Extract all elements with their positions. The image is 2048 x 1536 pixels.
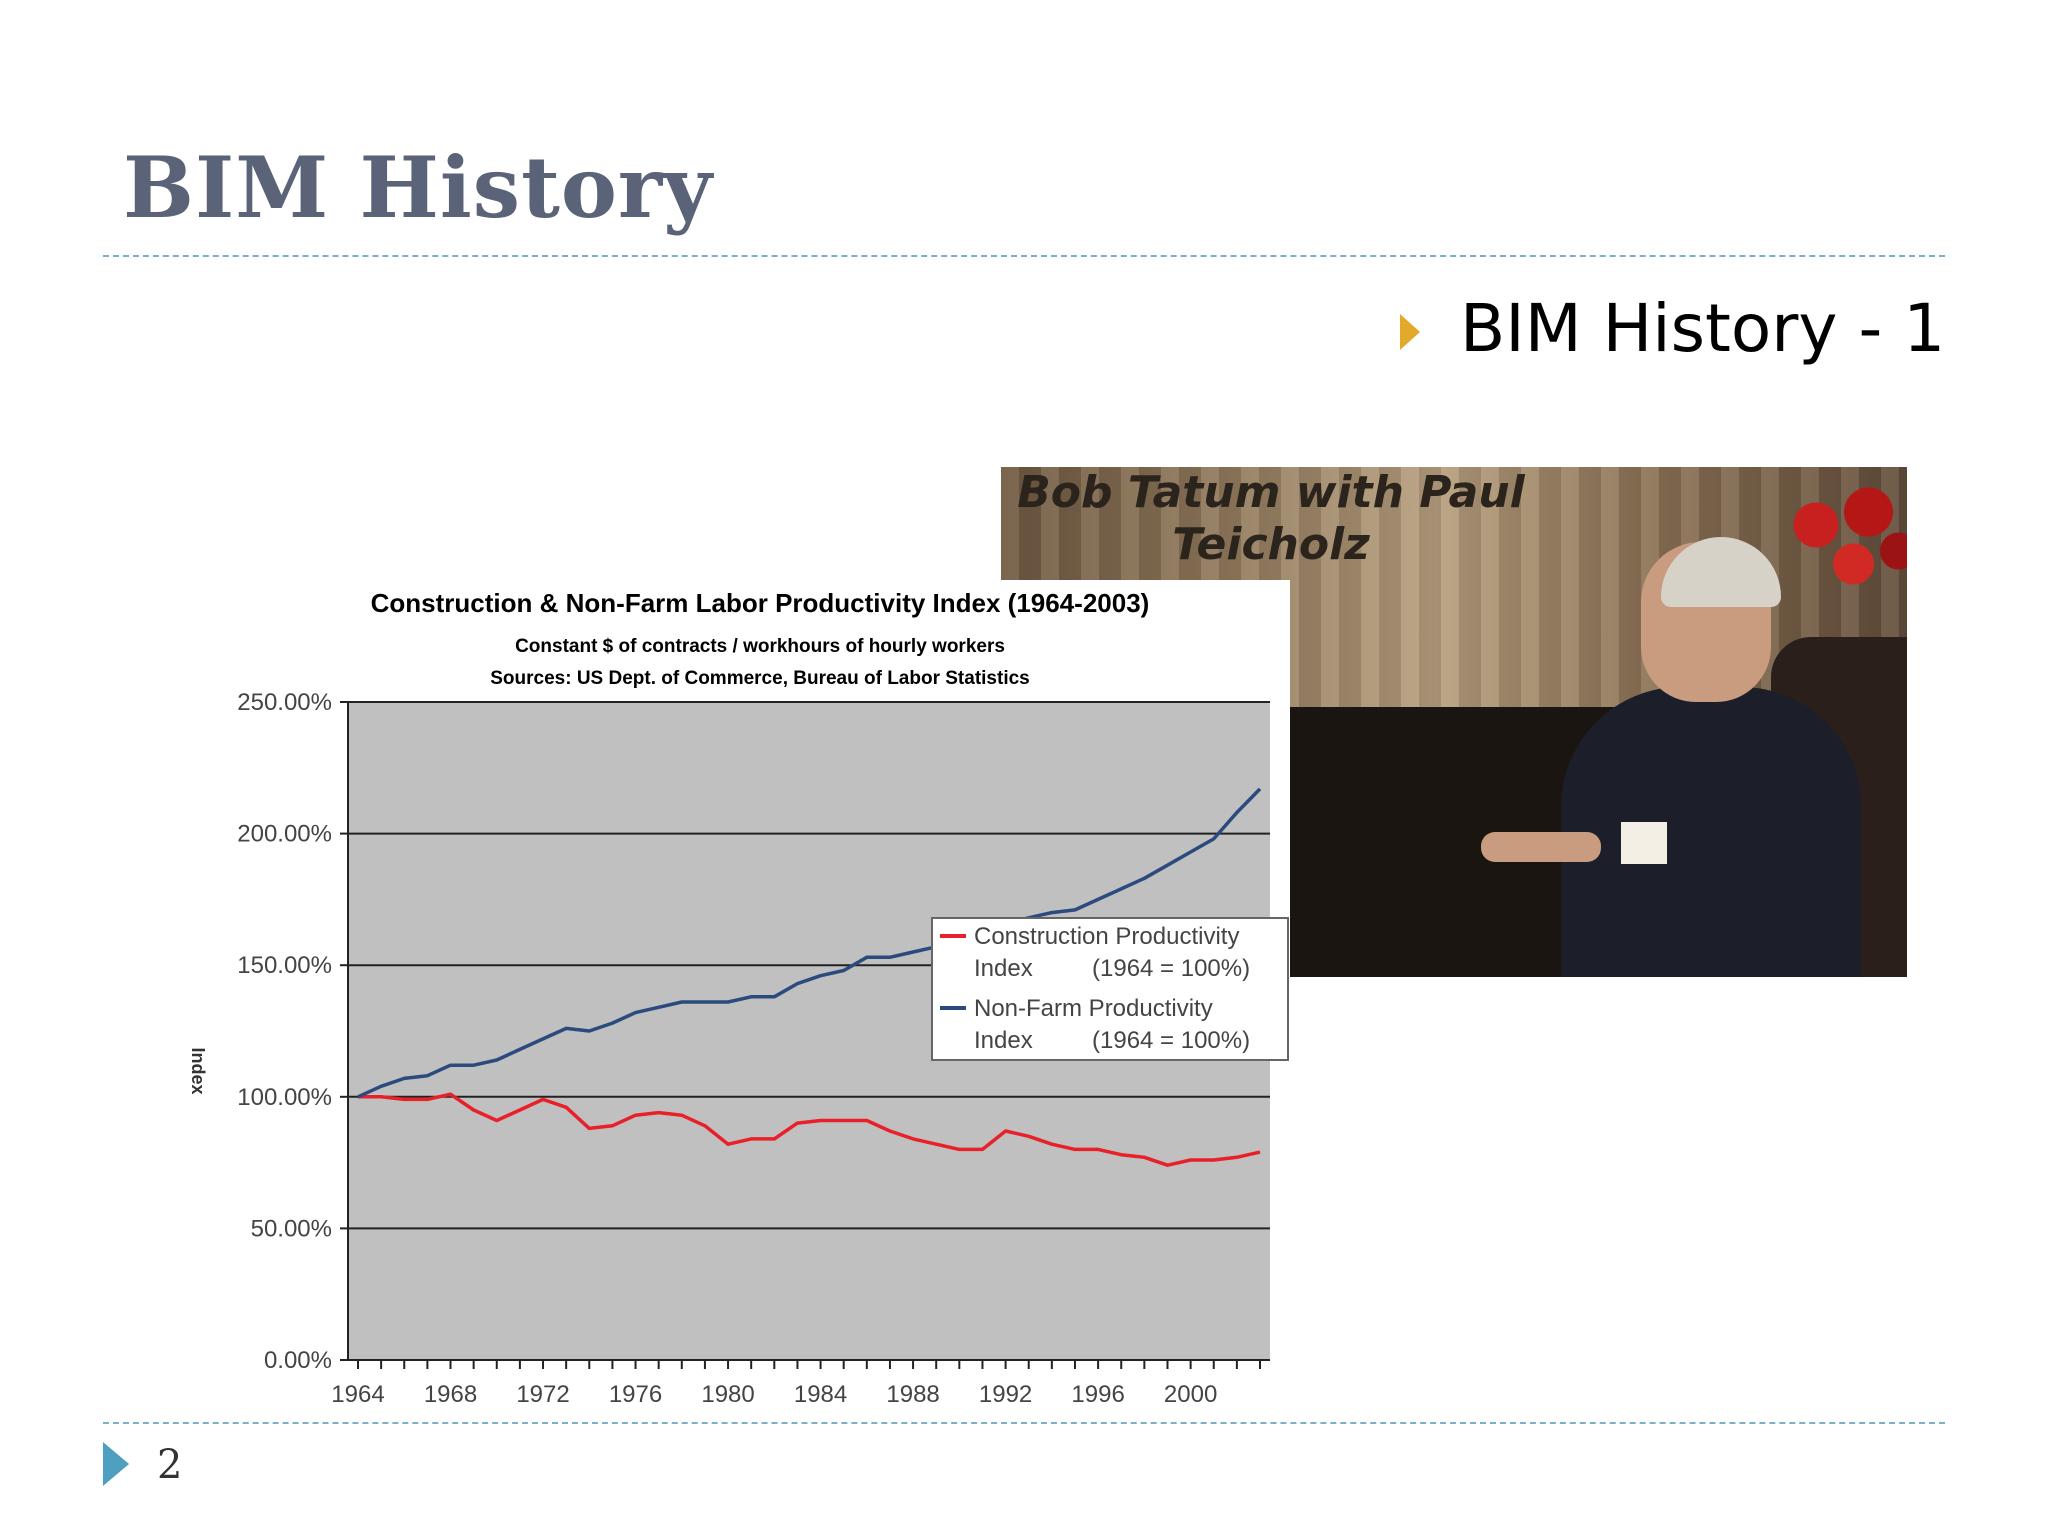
chart-subtitle-line1: Constant $ of contracts / workhours of h… [515, 636, 1005, 657]
bullet-item: BIM History - 1 [1400, 290, 1945, 367]
triangle-right-icon [1400, 313, 1420, 350]
x-tick-label: 1996 [1071, 1381, 1124, 1408]
legend-label-index: Index [974, 1027, 1033, 1054]
legend-label-line1: Non-Farm Productivity [974, 995, 1213, 1022]
legend-label-line1: Construction Productivity [974, 923, 1239, 950]
photo-hand [1481, 832, 1601, 862]
chart-legend [931, 917, 1289, 1061]
triangle-right-icon [103, 1442, 129, 1486]
bullet-text: BIM History - 1 [1460, 290, 1946, 367]
legend-label-index: Index [974, 955, 1033, 982]
x-tick-label: 2000 [1164, 1381, 1217, 1408]
construction-productivity-line [358, 1092, 1261, 1167]
y-tick-label: 50.00% [251, 1215, 332, 1242]
photo-flowers [1771, 473, 1907, 603]
y-tick-label: 250.00% [237, 689, 332, 716]
chart-subtitle-line2: Sources: US Dept. of Commerce, Bureau of… [490, 668, 1030, 689]
top-divider [103, 255, 1945, 257]
productivity-line-chart: Construction & Non-Farm Labor Productivi… [188, 588, 1289, 1408]
photo-person-body [1561, 687, 1861, 977]
x-tick-label: 1964 [331, 1381, 384, 1408]
photo-caption-line2: Teicholz [1172, 519, 1370, 570]
photo-caption: Bob Tatum with Paul Teicholz [1001, 467, 1541, 571]
y-tick-label: 200.00% [237, 821, 332, 848]
legend-label-base: (1964 = 100%) [1092, 955, 1250, 982]
page-title: BIM History [123, 138, 713, 237]
y-tick-label: 150.00% [237, 952, 332, 979]
y-axis-label: Index [188, 1047, 208, 1094]
page-number: 2 [157, 1442, 183, 1488]
chart-container: Construction & Non-Farm Labor Productivi… [170, 580, 1290, 1415]
bottom-divider [103, 1422, 1945, 1424]
x-tick-label: 1968 [424, 1381, 477, 1408]
x-tick-label: 1976 [609, 1381, 662, 1408]
x-tick-label: 1984 [794, 1381, 847, 1408]
y-tick-label: 0.00% [264, 1347, 332, 1374]
x-tick-label: 1980 [701, 1381, 754, 1408]
photo-caption-line1: Bob Tatum with Paul [1017, 467, 1525, 518]
non-farm-productivity-line [357, 787, 1262, 1099]
chart-title: Construction & Non-Farm Labor Productivi… [371, 588, 1150, 618]
y-tick-label: 100.00% [237, 1084, 332, 1111]
x-tick-label: 1972 [516, 1381, 569, 1408]
photo-name-badge [1621, 822, 1667, 864]
x-tick-label: 1992 [979, 1381, 1032, 1408]
legend-label-base: (1964 = 100%) [1092, 1027, 1250, 1054]
x-tick-label: 1988 [886, 1381, 939, 1408]
